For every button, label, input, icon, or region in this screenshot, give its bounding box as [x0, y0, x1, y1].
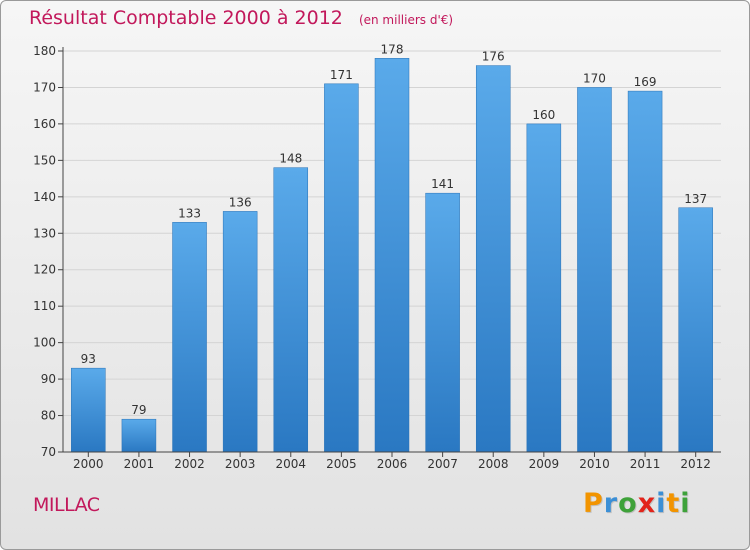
bar-2010 — [577, 87, 612, 453]
y-tick-label: 150 — [33, 153, 56, 167]
data-label: 133 — [178, 206, 201, 220]
bar-2005 — [324, 83, 359, 453]
logo-letter: i — [656, 488, 667, 519]
y-tick-label: 100 — [33, 336, 56, 350]
chart-unit-label: (en milliers d'€) — [358, 13, 454, 27]
bar-2000 — [71, 367, 106, 453]
data-label: 137 — [684, 192, 707, 206]
y-tick-label: 160 — [33, 117, 56, 131]
y-tick-label: 120 — [33, 263, 56, 277]
x-tick-label: 2005 — [326, 457, 357, 471]
logo-letter: t — [666, 488, 681, 519]
y-tick-label: 130 — [33, 226, 56, 240]
data-label: 93 — [81, 352, 96, 366]
x-tick-label: 2010 — [579, 457, 610, 471]
bar-2004 — [273, 167, 309, 453]
proxiti-logo: Proxiti — [583, 488, 691, 519]
y-tick-label: 170 — [33, 80, 56, 94]
bar-2006 — [374, 58, 410, 453]
data-label: 79 — [131, 403, 146, 417]
data-label: 148 — [279, 152, 302, 166]
x-tick-label: 2006 — [377, 457, 408, 471]
x-tick-label: 2001 — [124, 457, 155, 471]
data-label: 169 — [634, 75, 657, 89]
bar-2001 — [121, 418, 157, 453]
logo-letter: o — [618, 488, 638, 519]
bar-2007 — [425, 192, 460, 453]
x-tick-label: 2008 — [478, 457, 509, 471]
chart-title: Résultat Comptable 2000 à 2012 (en milli… — [29, 7, 453, 29]
x-tick-label: 2009 — [529, 457, 560, 471]
data-label: 170 — [583, 71, 606, 85]
y-tick-label: 90 — [41, 372, 56, 386]
chart-title-text: Résultat Comptable 2000 à 2012 — [29, 7, 343, 29]
logo-letter: P — [583, 488, 604, 519]
x-tick-label: 2000 — [73, 457, 104, 471]
bar-2003 — [222, 211, 258, 453]
bar-2002 — [172, 222, 207, 453]
x-tick-label: 2003 — [225, 457, 256, 471]
y-tick-label: 110 — [33, 299, 56, 313]
x-tick-label: 2002 — [174, 457, 205, 471]
data-label: 160 — [532, 108, 555, 122]
logo-letter: i — [680, 488, 691, 519]
y-tick-label: 140 — [33, 190, 56, 204]
data-label: 136 — [229, 195, 252, 209]
city-name: MILLAC — [33, 494, 100, 516]
y-tick-label: 180 — [33, 44, 56, 58]
x-tick-label: 2007 — [427, 457, 458, 471]
data-label: 178 — [381, 42, 404, 56]
bar-2012 — [678, 207, 713, 453]
data-label: 171 — [330, 68, 353, 82]
x-tick-label: 2011 — [630, 457, 661, 471]
x-tick-label: 2012 — [680, 457, 711, 471]
data-label: 141 — [431, 177, 454, 191]
logo-letter: x — [637, 488, 657, 519]
data-label: 176 — [482, 50, 505, 64]
bar-2011 — [627, 90, 663, 453]
y-tick-label: 80 — [41, 409, 56, 423]
bar-2008 — [475, 65, 511, 453]
x-tick-label: 2004 — [275, 457, 306, 471]
y-tick-label: 70 — [41, 445, 56, 459]
bar-2009 — [526, 123, 562, 453]
logo-letter: r — [603, 488, 619, 519]
